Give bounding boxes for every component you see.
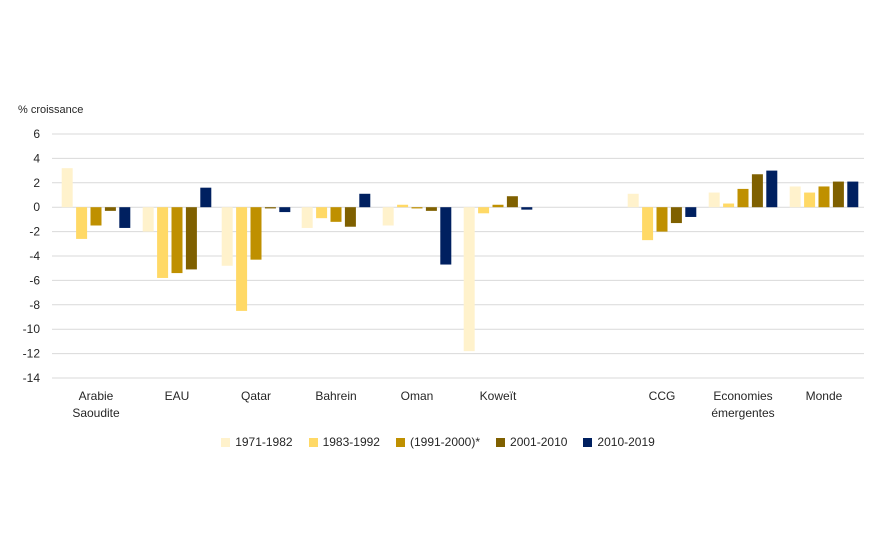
bar-1-6	[642, 207, 654, 241]
legend-item: 2001-2010	[496, 435, 567, 449]
legend-item: 1971-1982	[221, 435, 293, 449]
bar-4-7	[766, 170, 778, 208]
bar-3-3	[344, 207, 356, 227]
y-tick-label: 6	[33, 127, 40, 141]
bar-0-7	[708, 192, 720, 208]
bar-1-8	[804, 192, 816, 208]
legend-label: 1971-1982	[235, 435, 293, 449]
bar-1-4	[397, 204, 409, 208]
bar-1-7	[723, 203, 735, 208]
y-tick-label: -10	[23, 322, 41, 336]
bar-0-2	[221, 207, 233, 266]
bar-2-0	[90, 207, 102, 226]
bar-4-2	[279, 207, 291, 213]
x-tick-label: Oman	[401, 389, 434, 403]
legend-item: 1983-1992	[308, 435, 380, 449]
bar-3-0	[104, 207, 116, 211]
bar-3-1	[185, 207, 197, 270]
bar-1-1	[157, 207, 169, 278]
bar-1-2	[236, 207, 248, 311]
x-tick-label: CCG	[649, 389, 676, 403]
x-tick-label: Arabie	[79, 389, 114, 403]
bar-0-0	[61, 168, 73, 208]
legend-item: (1991-2000)*	[395, 435, 481, 449]
legend-swatch	[583, 437, 593, 447]
bar-3-6	[670, 207, 682, 224]
bar-3-5	[506, 196, 518, 208]
y-axis-label: % croissance	[18, 104, 84, 116]
bar-1-5	[478, 207, 490, 214]
legend-swatch	[496, 437, 506, 447]
bar-4-0	[119, 207, 131, 228]
y-tick-label: 0	[33, 200, 40, 214]
x-tick-label: Saoudite	[72, 406, 120, 420]
bar-2-1	[171, 207, 183, 274]
x-tick-label: Monde	[806, 389, 843, 403]
bar-2-5	[492, 204, 504, 208]
legend: 1971-1982 1983-1992 (1991-2000)* 2001-2010 2…	[0, 435, 876, 449]
bar-0-5	[463, 207, 475, 352]
bar-0-8	[789, 186, 801, 208]
legend-swatch	[308, 437, 318, 447]
y-tick-label: -14	[23, 371, 41, 385]
bar-0-3	[301, 207, 313, 228]
bar-2-4	[411, 207, 423, 209]
bar-2-7	[737, 188, 749, 208]
bar-3-2	[264, 207, 276, 209]
bar-0-1	[142, 207, 154, 232]
bar-2-2	[250, 207, 262, 260]
bar-1-3	[316, 207, 328, 219]
bar-1-0	[76, 207, 88, 239]
legend-swatch	[221, 437, 231, 447]
x-tick-label: Economies	[713, 389, 772, 403]
x-tick-label: EAU	[165, 389, 190, 403]
legend-swatch	[395, 437, 405, 447]
y-tick-label: -2	[29, 225, 40, 239]
bar-4-1	[200, 187, 212, 208]
x-tick-label: Qatar	[241, 389, 271, 403]
legend-item: 2010-2019	[583, 435, 655, 449]
bar-3-4	[425, 207, 437, 211]
x-tick-label: émergentes	[711, 406, 774, 420]
bar-4-3	[359, 193, 371, 208]
bar-2-6	[656, 207, 668, 232]
bar-4-4	[440, 207, 452, 265]
bar-2-8	[818, 186, 830, 208]
y-tick-label: -12	[23, 347, 41, 361]
x-tick-label: Bahrein	[315, 389, 356, 403]
y-tick-label: -6	[29, 273, 40, 287]
y-tick-label: -4	[29, 249, 40, 263]
y-tick-label: 4	[33, 151, 40, 165]
legend-label: 2001-2010	[510, 435, 568, 449]
bar-4-8	[847, 181, 859, 208]
y-tick-label: -8	[29, 298, 40, 312]
y-tick-label: 2	[33, 176, 40, 190]
legend-label: 1983-1992	[322, 435, 380, 449]
bar-0-4	[382, 207, 394, 226]
x-tick-label: Koweït	[480, 389, 517, 403]
bar-2-3	[330, 207, 342, 222]
bar-4-5	[521, 207, 533, 210]
bar-3-8	[832, 181, 844, 208]
legend-label: 2010-2019	[597, 435, 655, 449]
bar-3-7	[751, 174, 763, 208]
bar-4-6	[685, 207, 697, 217]
bar-0-6	[627, 193, 639, 208]
legend-label: (1991-2000)*	[409, 435, 481, 449]
